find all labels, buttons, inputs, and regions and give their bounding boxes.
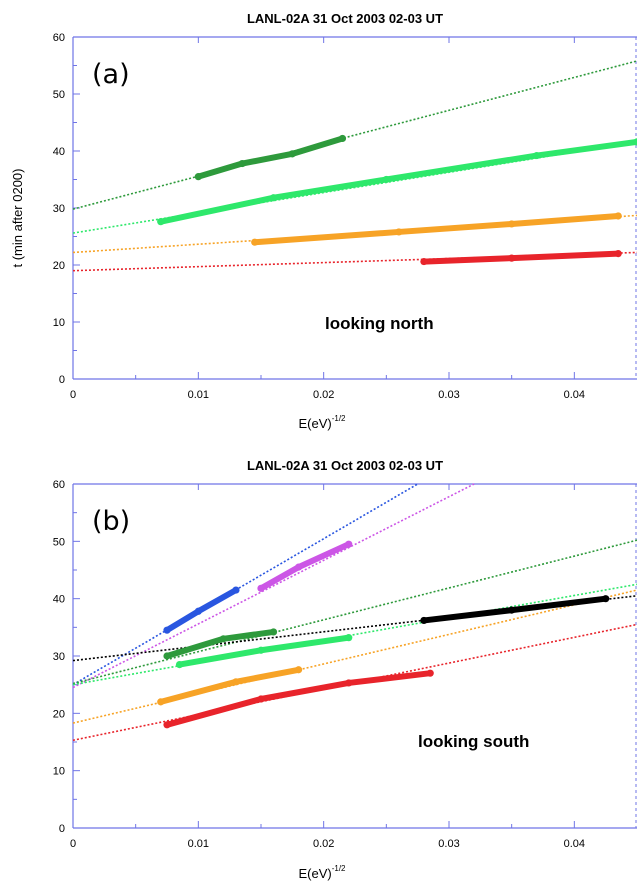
x-tick-label: 0.04 [564, 838, 585, 850]
annotation-label: looking north [325, 314, 434, 333]
data-point [602, 595, 610, 603]
data-point [295, 563, 303, 571]
data-point [345, 540, 353, 548]
data-point [508, 254, 516, 262]
y-tick-label: 30 [53, 203, 65, 215]
chart-title: LANL-02A 31 Oct 2003 02-03 UT [247, 11, 443, 26]
x-axis-label: E(eV)-1/2 [298, 864, 346, 881]
y-tick-label: 40 [53, 146, 65, 158]
x-tick-label: 0.01 [188, 838, 209, 850]
data-segment [195, 135, 346, 180]
y-tick-label: 20 [53, 708, 65, 720]
panel-label: (a) [92, 59, 130, 90]
y-axis-label: t (min after 0200) [10, 169, 25, 268]
y-tick-label: 0 [59, 374, 65, 386]
x-tick-label: 0 [70, 838, 76, 850]
data-point [269, 194, 278, 202]
x-tick-label: 0.02 [313, 838, 334, 850]
y-tick-labels: 0 10 20 30 40 50 60 [53, 32, 65, 386]
x-axis-label-base: E(eV) [298, 416, 331, 431]
data-point [420, 257, 428, 266]
x-tick-label: 0.01 [188, 389, 209, 401]
chart-b-svg: LANL-02A 31 Oct 2003 02-03 UT 0 10 20 30 40 5… [53, 458, 637, 881]
x-axis-label-exponent: -1/2 [332, 864, 346, 873]
fit-lines [72, 60, 637, 272]
data-point [157, 698, 165, 706]
data-marks [157, 134, 637, 266]
y-tick-label: 60 [53, 32, 65, 44]
data-point [508, 606, 516, 614]
data-segment [251, 212, 622, 246]
data-point [345, 679, 353, 687]
data-point [288, 150, 296, 158]
y-tick-label: 30 [53, 651, 65, 663]
data-segment [258, 541, 352, 592]
data-point [269, 628, 278, 636]
data-point [163, 652, 171, 660]
fit-line [72, 483, 475, 689]
data-point [157, 218, 165, 226]
data-point [345, 634, 353, 642]
x-tick-label: 0.02 [313, 389, 334, 401]
data-point [232, 586, 240, 594]
y-tick-label: 50 [53, 89, 65, 101]
y-tick-label: 60 [53, 479, 65, 491]
data-point [163, 721, 171, 729]
data-segment [164, 670, 434, 728]
data-point [395, 228, 403, 236]
fit-line [72, 539, 637, 685]
fit-line [72, 583, 637, 686]
data-segment [420, 250, 622, 265]
chart-panel-a: LANL-02A 31 Oct 2003 02-03 UT 0 10 20 30 40 5… [10, 11, 637, 431]
data-point [251, 238, 259, 246]
data-point [338, 134, 347, 143]
data-point [257, 695, 265, 703]
y-tick-label: 20 [53, 260, 65, 272]
y-tick-label: 50 [53, 536, 65, 548]
y-tick-label: 40 [53, 594, 65, 606]
data-point [194, 173, 202, 181]
data-point [420, 616, 428, 625]
data-point [614, 212, 622, 220]
x-tick-label: 0.03 [438, 838, 459, 850]
data-point [232, 678, 240, 686]
data-point [633, 138, 637, 146]
data-point [194, 607, 202, 615]
y-tick-label: 10 [53, 766, 65, 778]
y-tick-labels: 0 10 20 30 40 50 60 [53, 479, 65, 835]
data-point [382, 175, 390, 184]
x-tick-label: 0.03 [438, 389, 459, 401]
data-point [295, 666, 303, 674]
fit-line [72, 483, 419, 686]
data-point [426, 669, 434, 677]
x-axis-label-exponent: -1/2 [332, 414, 346, 423]
data-segment [157, 138, 637, 225]
data-point [257, 584, 265, 592]
data-point [175, 661, 184, 669]
annotation-label: looking south [418, 732, 529, 751]
data-point [533, 151, 541, 160]
x-tick-label: 0 [70, 389, 76, 401]
data-point [219, 635, 227, 643]
axis-ticks [72, 483, 575, 829]
data-marks [157, 540, 610, 729]
chart-title: LANL-02A 31 Oct 2003 02-03 UT [247, 458, 443, 473]
x-tick-label: 0.04 [564, 389, 585, 401]
data-point [508, 220, 516, 228]
data-point [614, 250, 622, 258]
x-axis-label: E(eV)-1/2 [298, 414, 346, 431]
y-tick-label: 0 [59, 823, 65, 835]
chart-panel-b: LANL-02A 31 Oct 2003 02-03 UT 0 10 20 30 40 5… [0, 445, 637, 890]
chart-a-svg: LANL-02A 31 Oct 2003 02-03 UT 0 10 20 30 40 5… [10, 11, 637, 431]
data-point [257, 646, 265, 654]
y-tick-label: 10 [53, 317, 65, 329]
fit-line [72, 60, 637, 210]
axis-ticks [72, 36, 575, 380]
x-tick-labels: 0 0.01 0.02 0.03 0.04 [70, 838, 585, 850]
data-point [238, 159, 246, 168]
panel-label: (b) [92, 506, 130, 537]
x-axis-label-base: E(eV) [298, 866, 331, 881]
x-tick-labels: 0 0.01 0.02 0.03 0.04 [70, 389, 585, 401]
data-point [163, 626, 171, 634]
